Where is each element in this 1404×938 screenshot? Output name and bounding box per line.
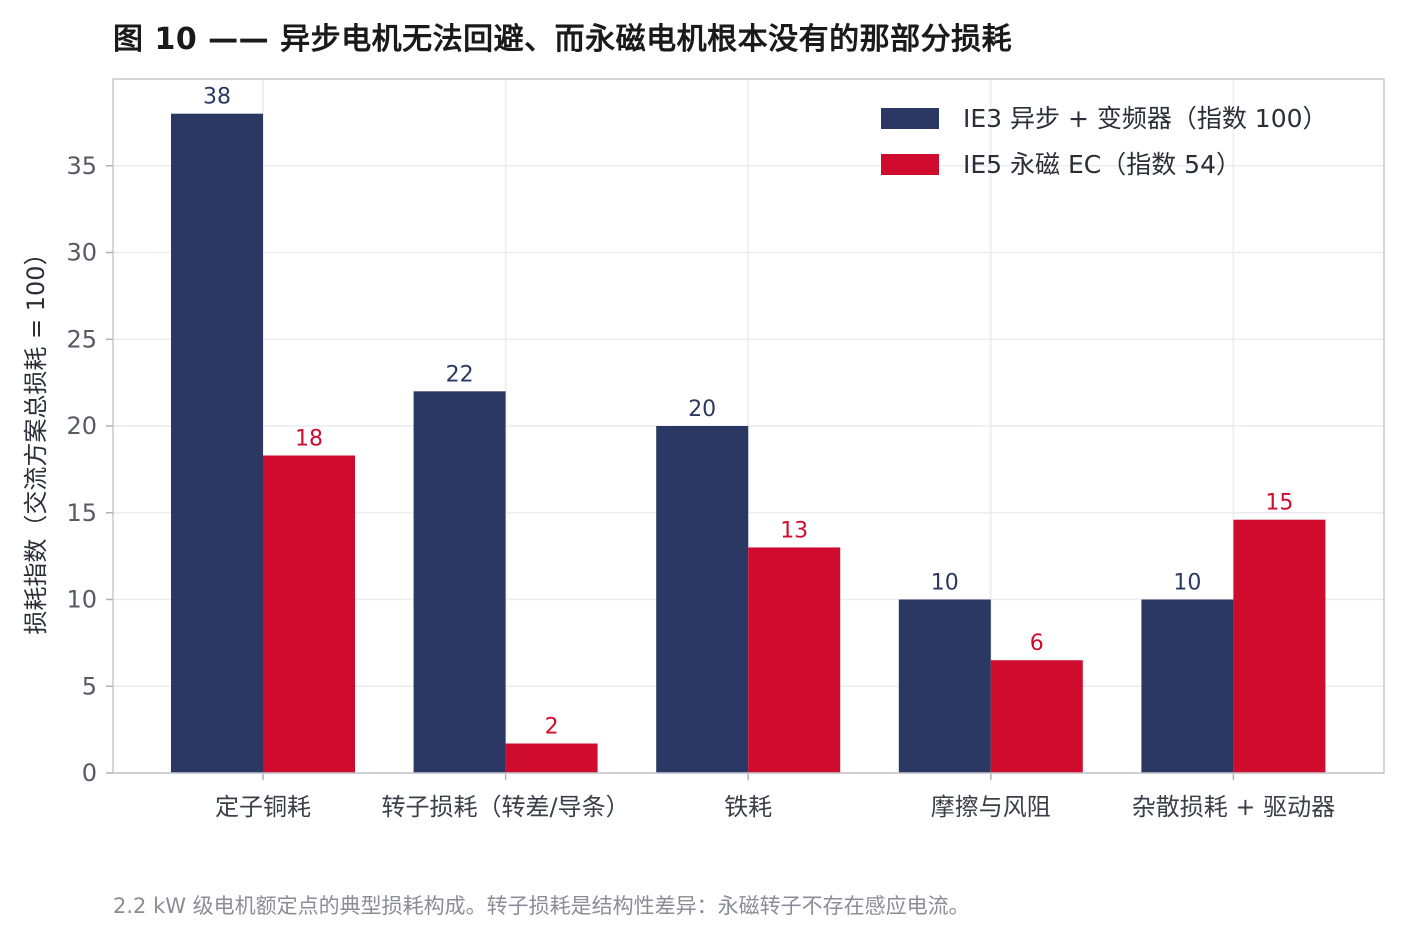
- y-tick-label: 25: [66, 325, 97, 353]
- legend-label-1: IE3 异步 + 变频器（指数 100）: [963, 104, 1328, 133]
- data-label: 20: [688, 397, 716, 422]
- data-label: 15: [1265, 491, 1293, 516]
- data-label: 22: [446, 362, 474, 387]
- bar-1-2: [656, 426, 749, 773]
- y-tick-label: 30: [66, 239, 97, 267]
- loss-bar-chart: 38 22 20 10 10 18 2 13 6 15 0 5 10 15 20 25 30 35 定子铜耗 转子…: [22, 78, 1385, 821]
- y-tick-label: 10: [66, 586, 97, 614]
- bar-1-0: [171, 113, 263, 773]
- legend: IE3 异步 + 变频器（指数 100） IE5 永磁 EC（指数 54）: [881, 104, 1328, 179]
- y-tick-label: 15: [66, 499, 97, 527]
- bar-2-4: [1233, 519, 1326, 773]
- bar-2-2: [748, 547, 841, 773]
- data-label: 6: [1030, 631, 1044, 656]
- legend-label-2: IE5 永磁 EC（指数 54）: [963, 150, 1241, 179]
- data-label: 13: [780, 518, 808, 543]
- figure-caption: 2.2 kW 级电机额定点的典型损耗构成。转子损耗是结构性差异：永磁转子不存在感…: [113, 894, 970, 918]
- bar-1-3: [898, 599, 991, 773]
- x-axis: 定子铜耗 转子损耗（转差/导条） 铁耗 摩擦与风阻 杂散损耗 + 驱动器: [113, 772, 1384, 821]
- bars: [171, 113, 1326, 773]
- legend-swatch-2: [881, 154, 939, 175]
- value-labels: 38 22 20 10 10 18 2 13 6 15: [203, 85, 1293, 740]
- x-tick-label: 转子损耗（转差/导条）: [382, 793, 630, 821]
- data-label: 38: [203, 85, 231, 110]
- y-tick-label: 0: [82, 759, 97, 787]
- x-tick-label: 杂散损耗 + 驱动器: [1132, 793, 1335, 821]
- bar-2-0: [263, 455, 355, 773]
- bar-2-1: [505, 743, 598, 773]
- figure-title: 图 10 —— 异步电机无法回避、而永磁电机根本没有的那部分损耗: [113, 22, 1013, 57]
- bar-1-1: [413, 391, 506, 773]
- x-tick-label: 摩擦与风阻: [931, 793, 1051, 821]
- x-tick-label: 铁耗: [724, 793, 772, 821]
- bar-1-4: [1141, 599, 1234, 773]
- bar-2-3: [990, 660, 1083, 773]
- x-tick-label: 定子铜耗: [215, 793, 311, 821]
- y-tick-label: 20: [66, 412, 97, 440]
- y-tick-label: 5: [82, 672, 97, 700]
- y-axis-label: 损耗指数（交流方案总损耗 = 100）: [22, 241, 50, 634]
- y-axis: 0 5 10 15 20 25 30 35: [66, 152, 113, 787]
- data-label: 10: [1173, 571, 1201, 596]
- data-label: 18: [295, 426, 323, 451]
- legend-swatch-1: [881, 108, 939, 129]
- data-label: 10: [931, 571, 959, 596]
- data-label: 2: [545, 715, 559, 740]
- y-tick-label: 35: [66, 152, 97, 180]
